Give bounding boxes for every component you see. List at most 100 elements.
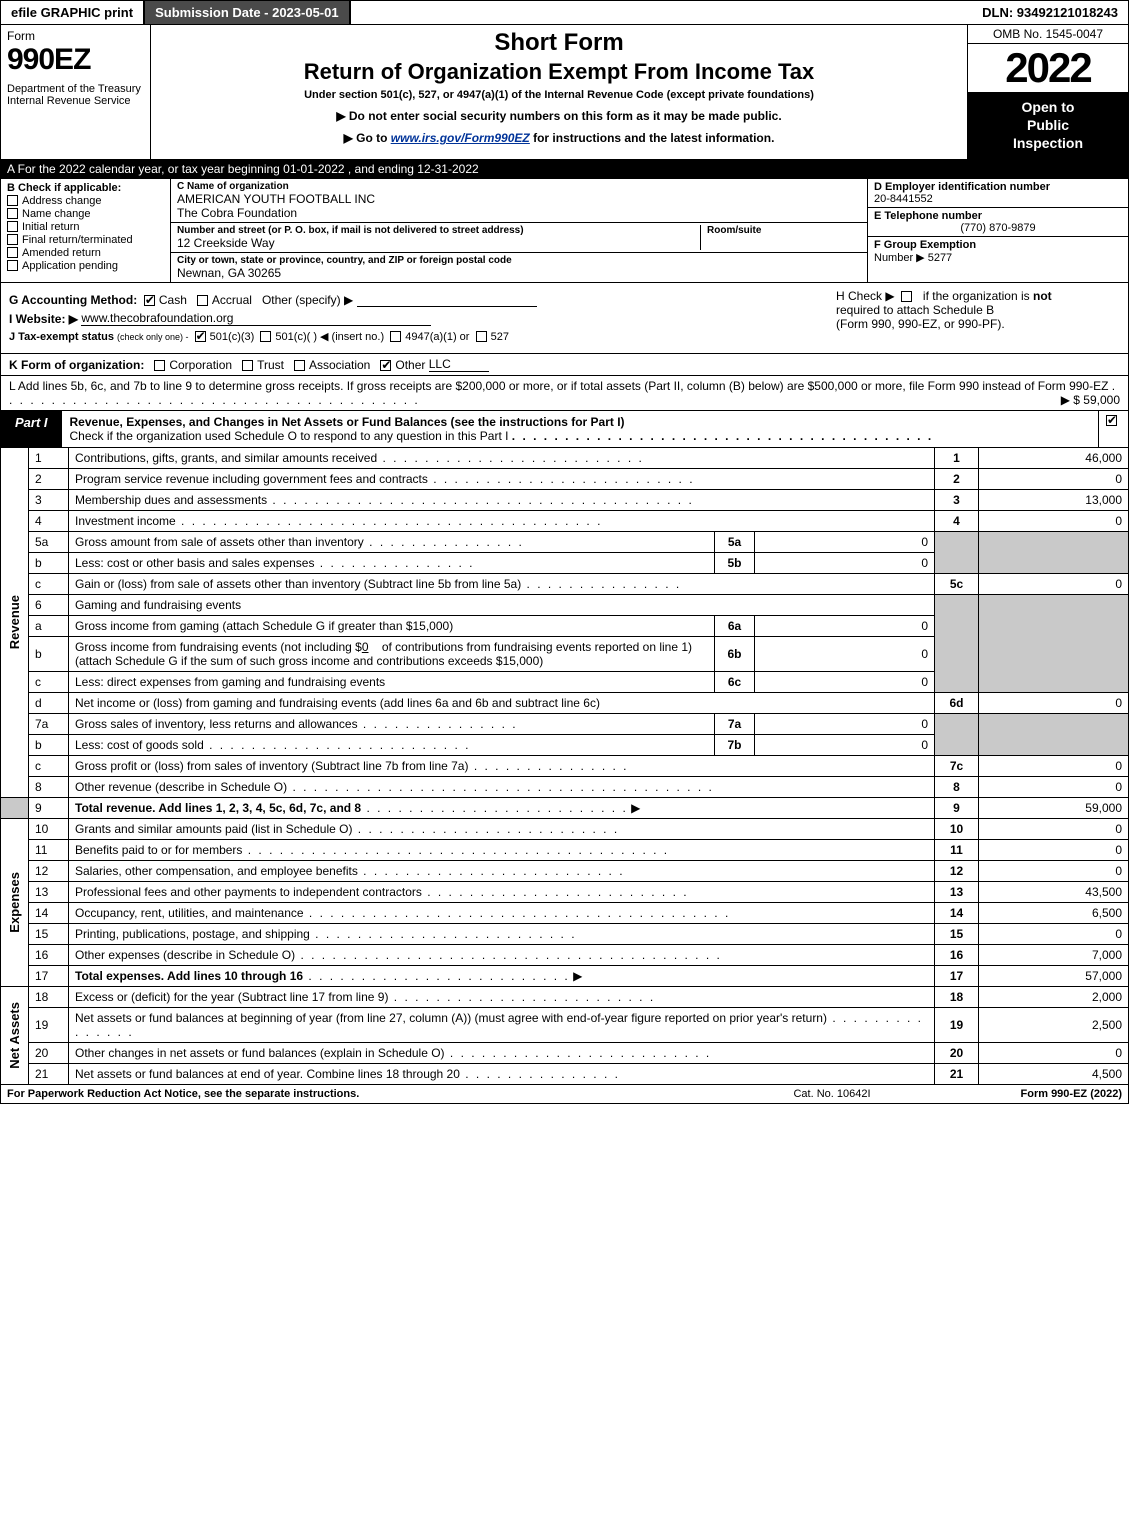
chk-amended-return[interactable]: Amended return	[7, 247, 164, 259]
row-desc: Total revenue. Add lines 1, 2, 3, 4, 5c,…	[69, 797, 935, 818]
column-c: C Name of organization AMERICAN YOUTH FO…	[171, 179, 868, 282]
form-number: 990EZ	[7, 43, 144, 77]
chk-final-return[interactable]: Final return/terminated	[7, 234, 164, 246]
row-amt: 0	[979, 839, 1129, 860]
inner-amt: 0	[755, 636, 935, 671]
city-value: Newnan, GA 30265	[177, 266, 861, 280]
row-desc: Net income or (loss) from gaming and fun…	[69, 692, 935, 713]
row-ref-grey	[935, 531, 979, 573]
netassets-side-label: Net Assets	[1, 986, 29, 1084]
row-desc: Gross income from gaming (attach Schedul…	[69, 615, 715, 636]
row-num: 11	[29, 839, 69, 860]
row-num: 2	[29, 468, 69, 489]
row-num: 8	[29, 776, 69, 797]
row-desc: Professional fees and other payments to …	[69, 881, 935, 902]
chk-address-change[interactable]: Address change	[7, 195, 164, 207]
expenses-side-label: Expenses	[1, 818, 29, 986]
row-3: 3 Membership dues and assessments 3 13,0…	[1, 489, 1129, 510]
row-desc: Gross sales of inventory, less returns a…	[69, 713, 715, 734]
row-10: Expenses 10 Grants and similar amounts p…	[1, 818, 1129, 839]
checkbox-other-org[interactable]	[380, 360, 391, 371]
row-num: d	[29, 692, 69, 713]
inner-ref: 7a	[715, 713, 755, 734]
row-amt: 57,000	[979, 965, 1129, 986]
ein-label: D Employer identification number	[874, 181, 1122, 193]
row-num: 21	[29, 1063, 69, 1084]
row-ref: 13	[935, 881, 979, 902]
row-desc: Gross profit or (loss) from sales of inv…	[69, 755, 935, 776]
row-num: 13	[29, 881, 69, 902]
row-ref: 21	[935, 1063, 979, 1084]
row-amt: 0	[979, 818, 1129, 839]
checkbox-corp[interactable]	[154, 360, 165, 371]
group-exemption-label2: Number ▶	[874, 252, 925, 264]
row-num: 3	[29, 489, 69, 510]
line-i: I Website: ▶ www.thecobrafoundation.org	[9, 311, 820, 326]
line-i-label: I Website: ▶	[9, 312, 78, 326]
dln-label: DLN: 93492121018243	[972, 1, 1128, 24]
row-amt: 46,000	[979, 448, 1129, 469]
checkbox-4947[interactable]	[390, 331, 401, 342]
line-j: J Tax-exempt status (check only one) - 5…	[9, 330, 820, 343]
checkbox-icon	[7, 234, 18, 245]
row-amt: 0	[979, 923, 1129, 944]
row-6d: d Net income or (loss) from gaming and f…	[1, 692, 1129, 713]
row-desc: Gaming and fundraising events	[69, 594, 935, 615]
other-specify-input[interactable]	[357, 306, 537, 307]
open-line1: Open to	[972, 98, 1124, 116]
row-desc: Net assets or fund balances at end of ye…	[69, 1063, 935, 1084]
chk-name-change[interactable]: Name change	[7, 208, 164, 220]
title-short-form: Short Form	[157, 29, 961, 57]
form-word: Form	[7, 29, 144, 43]
checkbox-accrual[interactable]	[197, 295, 208, 306]
row-num: 4	[29, 510, 69, 531]
irs-link[interactable]: www.irs.gov/Form990EZ	[391, 131, 530, 145]
inst2-prefix: ▶ Go to	[344, 131, 391, 145]
row-desc: Investment income	[69, 510, 935, 531]
row-5a: 5a Gross amount from sale of assets othe…	[1, 531, 1129, 552]
part-1-header: Part I Revenue, Expenses, and Changes in…	[0, 411, 1129, 448]
row-ref-grey	[935, 713, 979, 755]
org-name-label: C Name of organization	[177, 181, 861, 192]
row-20: 20 Other changes in net assets or fund b…	[1, 1042, 1129, 1063]
row-ref: 19	[935, 1007, 979, 1042]
chk-initial-return[interactable]: Initial return	[7, 221, 164, 233]
row-desc: Occupancy, rent, utilities, and maintena…	[69, 902, 935, 923]
row-ref: 10	[935, 818, 979, 839]
row-ref-grey	[935, 594, 979, 692]
row-4: 4 Investment income 4 0	[1, 510, 1129, 531]
row-num: b	[29, 734, 69, 755]
ghij-left: G Accounting Method: Cash Accrual Other …	[1, 283, 828, 353]
row-num: 1	[29, 448, 69, 469]
phone-label: E Telephone number	[874, 210, 1122, 222]
checkbox-h[interactable]	[901, 291, 912, 302]
row-13: 13 Professional fees and other payments …	[1, 881, 1129, 902]
line-g: G Accounting Method: Cash Accrual Other …	[9, 293, 820, 307]
part-1-checkbox[interactable]	[1098, 411, 1128, 447]
row-7a: 7a Gross sales of inventory, less return…	[1, 713, 1129, 734]
row-num: 20	[29, 1042, 69, 1063]
row-16: 16 Other expenses (describe in Schedule …	[1, 944, 1129, 965]
inst2-suffix: for instructions and the latest informat…	[530, 131, 775, 145]
checkbox-trust[interactable]	[242, 360, 253, 371]
checkbox-assoc[interactable]	[294, 360, 305, 371]
title-return: Return of Organization Exempt From Incom…	[157, 59, 961, 85]
checkbox-cash[interactable]	[144, 295, 155, 306]
row-desc: Other expenses (describe in Schedule O)	[69, 944, 935, 965]
line-l-amount: ▶ $ 59,000	[1061, 393, 1120, 407]
row-6: 6 Gaming and fundraising events	[1, 594, 1129, 615]
efile-print-button[interactable]: efile GRAPHIC print	[1, 1, 145, 24]
row-amt: 43,500	[979, 881, 1129, 902]
row-num: 12	[29, 860, 69, 881]
checkbox-501c[interactable]	[260, 331, 271, 342]
checkbox-527[interactable]	[476, 331, 487, 342]
phone-value: (770) 870-9879	[874, 222, 1122, 234]
city-cell: City or town, state or province, country…	[171, 253, 867, 282]
row-ref: 16	[935, 944, 979, 965]
row-amt: 0	[979, 510, 1129, 531]
row-ref: 18	[935, 986, 979, 1007]
checkbox-501c3[interactable]	[195, 331, 206, 342]
inner-ref: 7b	[715, 734, 755, 755]
open-to-public-box: Open to Public Inspection	[968, 92, 1128, 159]
chk-application-pending[interactable]: Application pending	[7, 260, 164, 272]
